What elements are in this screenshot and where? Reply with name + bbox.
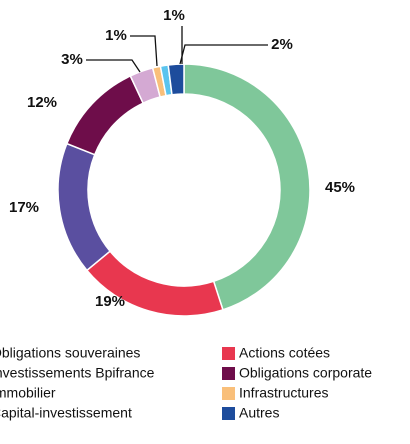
data-label: 2%	[271, 36, 293, 53]
donut-slice	[57, 142, 112, 272]
legend-label: Investissements Bpifrance	[0, 365, 155, 381]
leader-line	[130, 35, 158, 67]
donut-slice	[65, 74, 145, 156]
data-label: 1%	[163, 7, 185, 24]
donut-slice	[167, 63, 185, 96]
legend-label: Obligations corporate	[239, 365, 372, 381]
legend-label: Infrastructures	[239, 385, 328, 401]
data-label: 12%	[27, 94, 57, 111]
legend-swatch	[222, 347, 235, 360]
legend-label: Capital-investissement	[0, 405, 132, 421]
data-label: 1%	[105, 27, 127, 44]
legend-label: Obligations souveraines	[0, 345, 140, 361]
legend-swatch	[222, 367, 235, 380]
data-label: 17%	[9, 199, 39, 216]
legend-label: Immobilier	[0, 385, 56, 401]
donut-slice	[183, 63, 311, 311]
data-label: 45%	[325, 179, 355, 196]
data-label: 3%	[61, 51, 83, 68]
legend-swatch	[222, 387, 235, 400]
leader-line	[86, 59, 141, 73]
legend-swatch	[222, 407, 235, 420]
legend-label: Autres	[239, 405, 279, 421]
legend-label: Actions cotées	[239, 345, 330, 361]
leader-line	[179, 44, 268, 65]
data-label: 19%	[95, 293, 125, 310]
